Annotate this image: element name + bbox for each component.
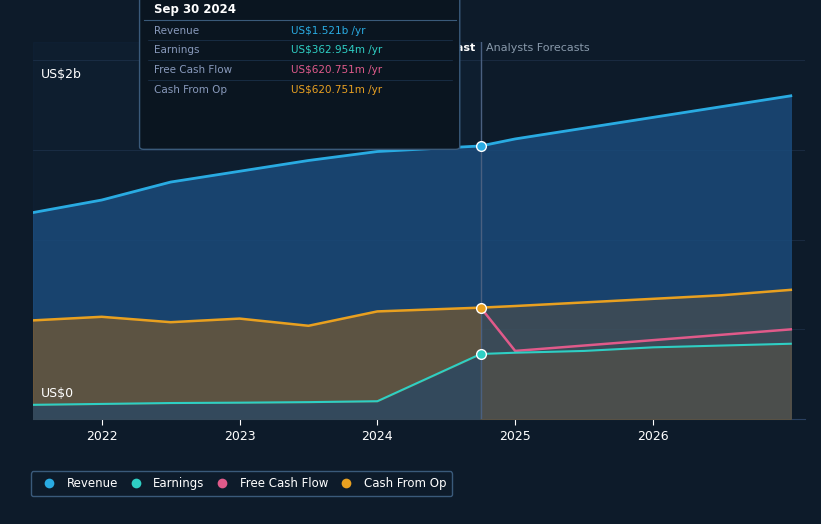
Text: Analysts Forecasts: Analysts Forecasts <box>486 42 589 53</box>
Text: US$0: US$0 <box>40 387 74 400</box>
Text: US$362.954m /yr: US$362.954m /yr <box>291 46 383 56</box>
Bar <box>33 42 481 419</box>
Text: Past: Past <box>448 42 475 53</box>
Text: Free Cash Flow: Free Cash Flow <box>154 66 232 75</box>
Text: Sep 30 2024: Sep 30 2024 <box>154 3 236 16</box>
Text: US$620.751m /yr: US$620.751m /yr <box>291 85 383 95</box>
Text: US$1.521b /yr: US$1.521b /yr <box>291 26 366 36</box>
Legend: Revenue, Earnings, Free Cash Flow, Cash From Op: Revenue, Earnings, Free Cash Flow, Cash … <box>31 472 452 496</box>
Text: Revenue: Revenue <box>154 26 199 36</box>
Text: US$2b: US$2b <box>40 68 81 81</box>
Text: Earnings: Earnings <box>154 46 199 56</box>
Text: US$620.751m /yr: US$620.751m /yr <box>291 66 383 75</box>
Text: Cash From Op: Cash From Op <box>154 85 227 95</box>
